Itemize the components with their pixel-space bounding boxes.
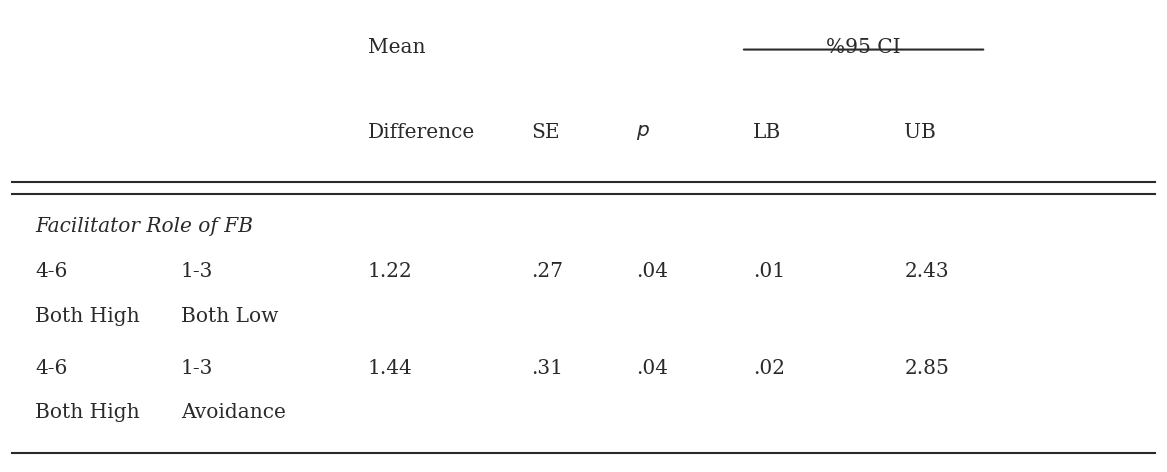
Text: $p$: $p$ <box>636 123 650 142</box>
Text: Difference: Difference <box>368 123 475 142</box>
Text: 1.44: 1.44 <box>368 359 412 378</box>
Text: Facilitator Role of FB: Facilitator Role of FB <box>35 217 253 236</box>
Text: 1.22: 1.22 <box>368 262 412 281</box>
Text: .02: .02 <box>753 359 784 378</box>
Text: 1-3: 1-3 <box>181 262 214 281</box>
Text: Both High: Both High <box>35 307 140 326</box>
Text: 1-3: 1-3 <box>181 359 214 378</box>
Text: Avoidance: Avoidance <box>181 404 286 422</box>
Text: Both Low: Both Low <box>181 307 278 326</box>
Text: .27: .27 <box>531 262 562 281</box>
Text: 4-6: 4-6 <box>35 262 68 281</box>
Text: %95 CI: %95 CI <box>826 38 901 57</box>
Text: LB: LB <box>753 123 781 142</box>
Text: Both High: Both High <box>35 404 140 422</box>
Text: 4-6: 4-6 <box>35 359 68 378</box>
Text: 2.43: 2.43 <box>904 262 949 281</box>
Text: Mean: Mean <box>368 38 425 57</box>
Text: .01: .01 <box>753 262 785 281</box>
Text: SE: SE <box>531 123 560 142</box>
Text: UB: UB <box>904 123 936 142</box>
Text: .04: .04 <box>636 359 668 378</box>
Text: 2.85: 2.85 <box>904 359 949 378</box>
Text: .04: .04 <box>636 262 668 281</box>
Text: .31: .31 <box>531 359 562 378</box>
